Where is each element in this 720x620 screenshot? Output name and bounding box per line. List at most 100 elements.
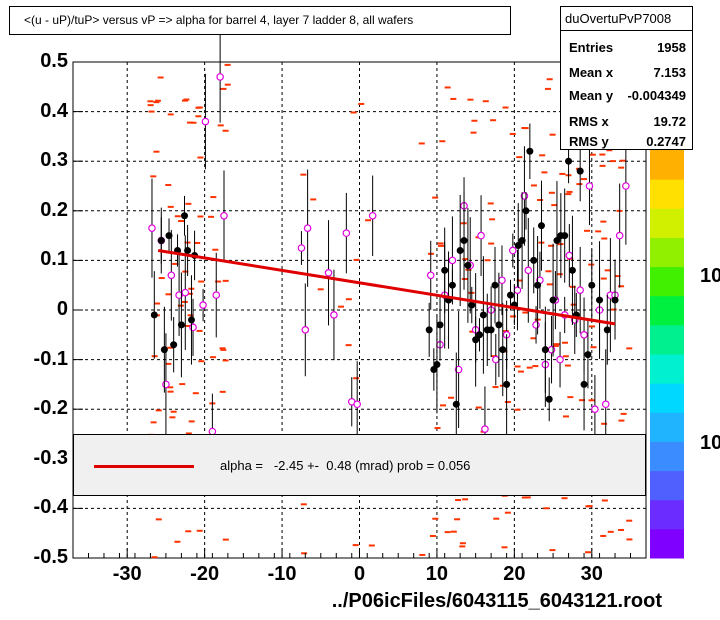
y-tick-label: -0.4 [33, 496, 68, 519]
profile-point-black [603, 326, 611, 334]
profile-point-black [177, 321, 185, 329]
stats-value: 19.72 [653, 114, 686, 129]
profile-point-pink [585, 182, 594, 190]
profile-point-black [456, 246, 464, 254]
palette-cell [650, 412, 684, 442]
profile-point-pink [167, 271, 176, 280]
x-axis-label: ../P06icFiles/6043115_6043121.root [331, 590, 662, 612]
profile-point-black [541, 346, 549, 354]
x-tick-label: 20 [503, 563, 526, 585]
palette-cell [650, 470, 684, 501]
profile-point-black [491, 281, 499, 289]
profile-point-pink [580, 330, 588, 339]
profile-point-black [576, 167, 584, 175]
profile-point-pink [454, 365, 463, 374]
profile-point-black [553, 237, 561, 245]
stats-key: Entries [569, 40, 614, 55]
palette-cell [650, 441, 684, 472]
profile-point-black [565, 157, 573, 165]
palette-cell [650, 237, 684, 268]
x-tick-label: 30 [580, 563, 603, 585]
stats-name: duOvertuPvP7008 [561, 7, 692, 31]
stats-box: duOvertuPvP7008 Entries 1958 Mean x 7.15… [560, 6, 693, 150]
stats-row-rms-y: RMS y 0.2747 [561, 134, 692, 150]
profile-point-black [534, 281, 542, 289]
profile-point-black [568, 266, 576, 274]
profile-point-pink [220, 211, 228, 220]
profile-point-pink [162, 380, 170, 389]
plot-title: <(u - uP)/tuP> versus vP => alpha for ba… [9, 6, 511, 35]
legend-fit-line [94, 465, 194, 468]
stats-row-rms-x: RMS x 19.72 [561, 111, 692, 133]
stats-key: Mean x [569, 65, 614, 80]
palette-cell [650, 150, 684, 180]
x-tick-label: 10 [425, 563, 449, 585]
palette-cell [650, 499, 684, 530]
profile-point-black [150, 311, 158, 319]
y-tick-label: 0.5 [40, 50, 68, 72]
y-tick-label: 0.4 [40, 99, 68, 122]
profile-point-black [468, 301, 476, 309]
profile-point-black [506, 291, 514, 299]
profile-point-black [518, 237, 526, 245]
profile-point-pink [591, 405, 599, 414]
profile-point-black [584, 351, 592, 359]
profile-point-black [184, 246, 192, 254]
profile-point-pink [212, 291, 221, 299]
profile-point-black [157, 237, 165, 245]
profile-point-pink [477, 231, 485, 240]
profile-point-pink [324, 268, 333, 277]
y-tick-label: 0.2 [40, 198, 68, 221]
stats-value: 1958 [657, 40, 686, 55]
legend-fit-text: alpha = -2.45 +- 0.48 (mrad) prob = 0.05… [220, 458, 471, 473]
profile-point-black [545, 395, 553, 403]
profile-point-black [549, 296, 557, 304]
profile-point-black [165, 232, 173, 240]
y-tick-label: -0.5 [33, 546, 68, 568]
x-tick-label: -30 [112, 563, 142, 585]
profile-point-pink [498, 276, 506, 285]
profile-point-pink [556, 355, 564, 364]
profile-point-pink [199, 301, 207, 309]
profile-point-black [526, 147, 534, 155]
profile-point-black [452, 400, 460, 408]
profile-point-black [499, 346, 507, 354]
profile-point-pink [175, 291, 183, 299]
profile-point-black [472, 336, 480, 344]
profile-point-pink [189, 323, 197, 332]
palette-cell [650, 295, 684, 326]
profile-point-black [448, 281, 456, 289]
profile-point-pink [353, 400, 361, 409]
profile-point-black [530, 256, 538, 264]
profile-point-pink [509, 246, 517, 255]
x-tick-label: -10 [267, 563, 297, 585]
profile-point-pink [181, 288, 190, 297]
profile-point-pink [491, 355, 500, 364]
profile-point-pink [576, 286, 584, 294]
profile-point-pink [330, 311, 338, 319]
profile-point-black [160, 346, 168, 354]
profile-point-black [495, 321, 503, 329]
profile-point-black [580, 380, 588, 388]
stats-row-mean-x: Mean x 7.153 [561, 62, 692, 84]
palette-cell [650, 266, 684, 297]
fit-legend: alpha = -2.45 +- 0.48 (mrad) prob = 0.05… [73, 434, 646, 496]
profile-point-pink [297, 244, 306, 252]
x-tick-label: -20 [190, 563, 220, 585]
profile-point-black [441, 266, 449, 274]
stats-value: 0.2747 [646, 134, 686, 149]
stats-key: RMS x [569, 114, 609, 129]
profile-point-pink [342, 229, 351, 237]
profile-point-pink [615, 231, 624, 240]
profile-point-pink [481, 425, 489, 433]
profile-point-black [588, 281, 596, 289]
profile-point-pink [532, 321, 540, 329]
profile-point-black [187, 316, 195, 324]
profile-point-black [425, 326, 433, 334]
stats-value: 7.153 [653, 65, 686, 80]
profile-point-pink [565, 251, 574, 260]
profile-point-black [514, 242, 522, 250]
profile-point-pink [368, 211, 377, 220]
y-tick-label: -0.3 [33, 446, 68, 469]
profile-point-black [479, 311, 487, 319]
